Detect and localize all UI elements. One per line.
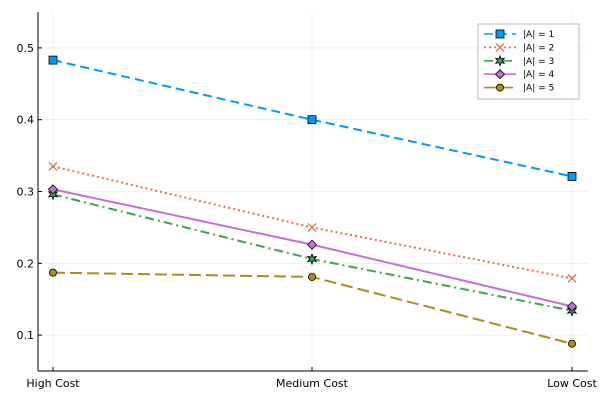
data-point [307, 272, 316, 281]
marker-stroke [567, 273, 577, 283]
series-line [52, 59, 573, 178]
marker-stroke [307, 222, 317, 232]
data-point [568, 339, 577, 348]
data-point [306, 239, 318, 250]
y-tick-label: 0.2 [17, 257, 35, 270]
series-line [52, 193, 573, 312]
data-point [306, 252, 318, 266]
series-layer [47, 55, 578, 348]
data-point [47, 184, 59, 195]
y-tick-label: 0.1 [17, 329, 35, 342]
series-line [52, 271, 573, 345]
data-point [307, 115, 317, 125]
legend-entry: |A| = 2 [484, 42, 554, 53]
legend-label: |A| = 2 [523, 43, 554, 53]
marker-stroke [495, 42, 505, 52]
x-tick-label: Low Cost [547, 377, 597, 390]
legend-entry: |A| = 1 [484, 29, 554, 40]
y-tick-label: 0.3 [17, 186, 35, 199]
legend-entry: |A| = 5 [484, 84, 554, 94]
series-5 [49, 268, 577, 348]
legend-label: |A| = 3 [523, 57, 554, 67]
legend-label: |A| = 1 [523, 30, 554, 40]
series-1 [48, 55, 577, 181]
y-tick-label: 0.5 [17, 42, 35, 55]
y-tick-label: 0.4 [17, 114, 35, 127]
legend-label: |A| = 5 [523, 84, 554, 94]
series-4 [47, 184, 578, 312]
legend-box [477, 23, 580, 100]
legend-marker [495, 42, 505, 52]
series-3 [47, 188, 578, 317]
x-tick-label: High Cost [26, 377, 80, 390]
series-2 [48, 161, 577, 283]
legend-marker [495, 29, 505, 39]
legend-entry: |A| = 4 [484, 69, 554, 80]
legend-marker [494, 69, 506, 80]
data-point [566, 301, 578, 312]
legend-marker [495, 83, 504, 92]
legend: |A| = 1 |A| = 2 |A| = 3 |A| = 4 |A| = 5 [477, 23, 580, 100]
data-point [49, 268, 58, 277]
legend-label: |A| = 4 [523, 70, 554, 80]
marker-stroke [48, 161, 58, 171]
data-point [48, 161, 58, 171]
legend-entry: |A| = 3 [484, 54, 554, 67]
x-tick-label: Medium Cost [276, 377, 349, 390]
data-point [567, 273, 577, 283]
legend-marker [494, 54, 506, 67]
axes: 0.1 0.2 0.3 0.4 0.5 High Cost Medium Cost Low C… [17, 12, 597, 390]
data-point [48, 55, 58, 65]
data-point [567, 172, 577, 181]
data-point [307, 222, 317, 232]
